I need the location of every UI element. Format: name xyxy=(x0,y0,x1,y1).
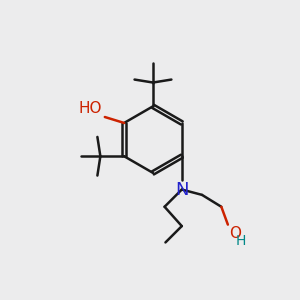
Text: O: O xyxy=(229,226,241,241)
Text: N: N xyxy=(175,181,189,199)
Text: H: H xyxy=(235,233,246,248)
Text: HO: HO xyxy=(79,100,102,116)
